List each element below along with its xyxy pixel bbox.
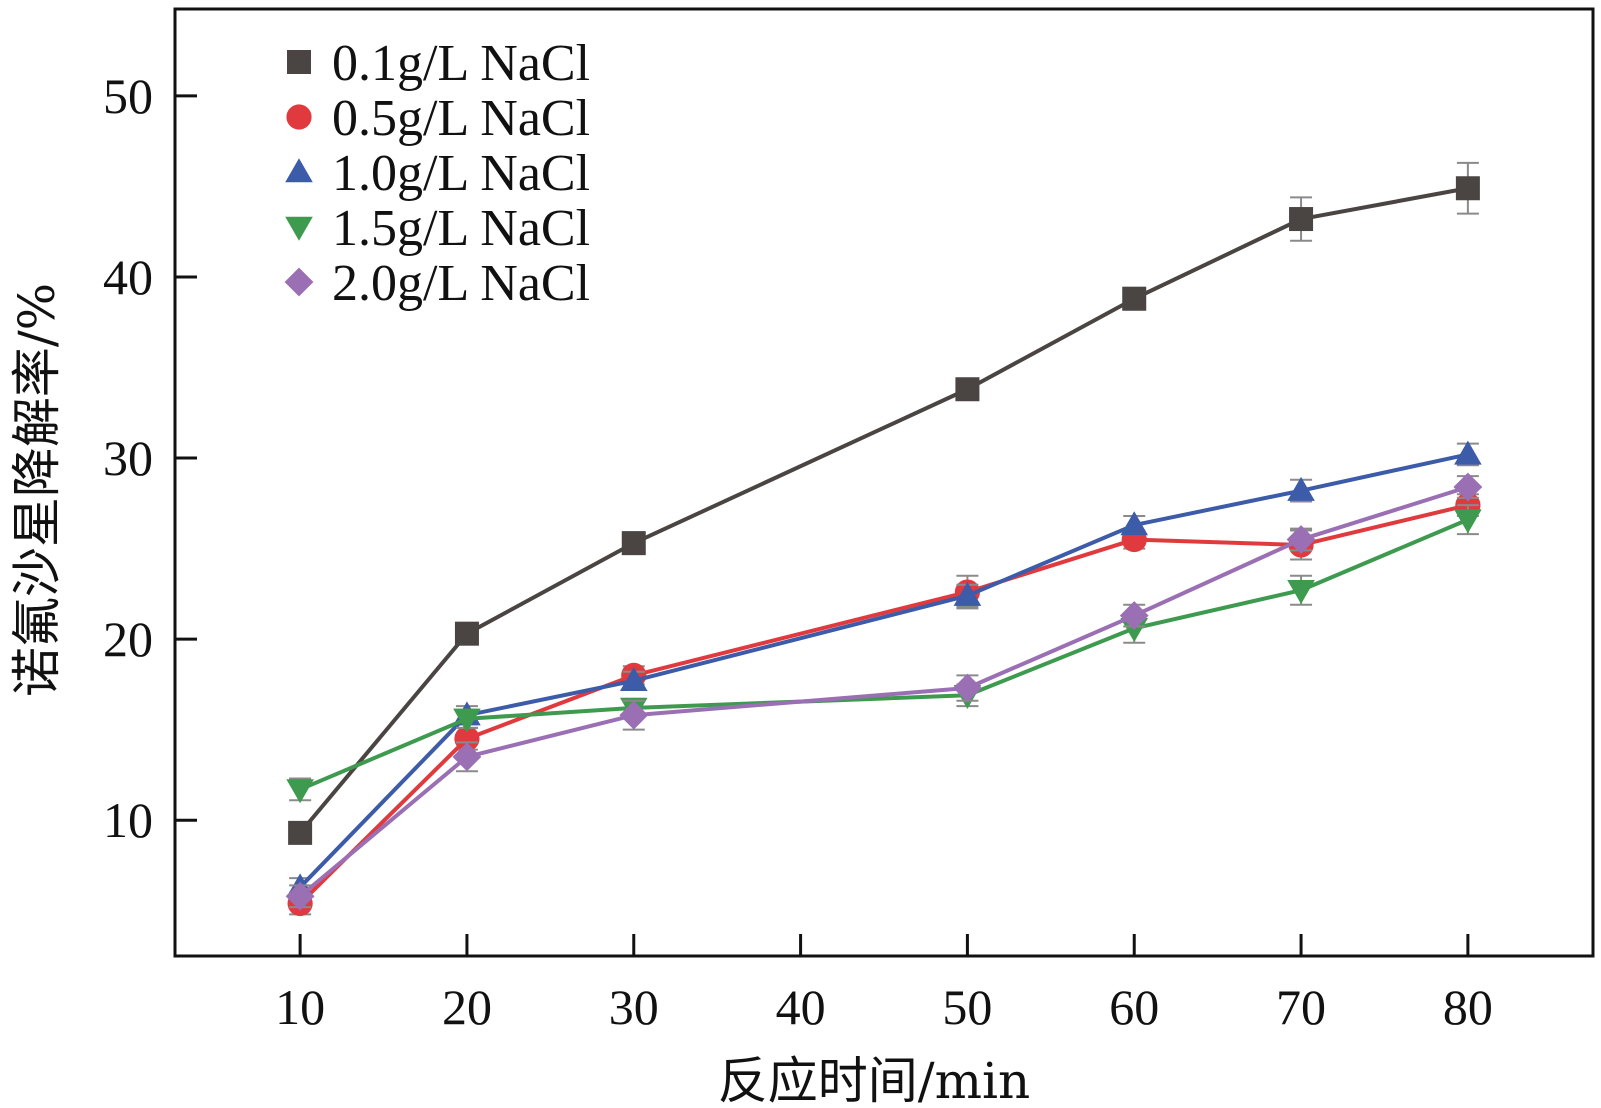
data-point [955, 377, 980, 402]
x-tick-label: 30 [609, 979, 659, 1035]
data-point [453, 708, 481, 733]
y-axis-title: 诺氟沙星降解率/% [8, 283, 66, 697]
data-point [1454, 440, 1482, 465]
data-point [288, 820, 313, 845]
series-group [286, 504, 1482, 804]
data-point [1286, 525, 1316, 554]
data-point [452, 742, 482, 772]
series-group [288, 161, 1480, 845]
data-point [621, 531, 646, 556]
x-tick-label: 80 [1443, 979, 1493, 1035]
data-point [1453, 472, 1483, 502]
series-layer [285, 161, 1483, 917]
data-point [1454, 509, 1482, 534]
x-tick-label: 40 [776, 979, 826, 1035]
data-point [1287, 580, 1315, 605]
data-point [1289, 207, 1314, 232]
y-tick-label: 20 [103, 611, 153, 667]
legend-label: 1.0g/L NaCl [332, 145, 590, 202]
data-point [286, 779, 314, 804]
x-tick-label: 70 [1276, 979, 1326, 1035]
legend-label: 2.0g/L NaCl [332, 255, 590, 312]
x-tick-label: 20 [442, 979, 492, 1035]
data-point [1120, 511, 1149, 536]
legend-marker [287, 50, 311, 74]
data-point [1287, 476, 1315, 501]
y-tick-label: 40 [103, 249, 153, 305]
legend-marker [285, 216, 313, 241]
series-group [285, 472, 1483, 911]
data-point [454, 621, 479, 646]
data-point [1455, 176, 1480, 201]
x-tick-label: 60 [1109, 979, 1159, 1035]
plot-frame [173, 7, 1595, 958]
y-axis-ticks: 10 20 30 40 50 [103, 68, 197, 848]
data-point [619, 666, 648, 691]
data-point [1120, 618, 1149, 643]
data-point [953, 673, 982, 703]
legend-marker [285, 158, 313, 183]
data-point [953, 581, 982, 606]
legend-marker [286, 104, 312, 130]
data-point [285, 881, 315, 911]
legend-marker [284, 267, 314, 297]
series-line [298, 452, 1469, 889]
series-group [286, 440, 1482, 898]
legend-label: 0.1g/L NaCl [332, 35, 590, 92]
x-tick-label: 10 [275, 979, 325, 1035]
series-line [298, 503, 1469, 905]
x-tick-label: 50 [942, 979, 992, 1035]
x-axis-title: 反应时间/min [718, 1052, 1030, 1108]
data-point [454, 726, 480, 752]
y-tick-label: 10 [103, 792, 153, 848]
legend-label: 0.5g/L NaCl [332, 90, 590, 147]
data-point [1122, 286, 1147, 311]
x-axis-ticks: 10 20 30 40 50 60 70 80 [275, 934, 1493, 1035]
legend-label: 1.5g/L NaCl [332, 200, 590, 257]
data-point [619, 700, 649, 730]
y-tick-label: 30 [103, 430, 153, 486]
data-point [1119, 601, 1149, 630]
y-tick-label: 50 [103, 68, 153, 124]
